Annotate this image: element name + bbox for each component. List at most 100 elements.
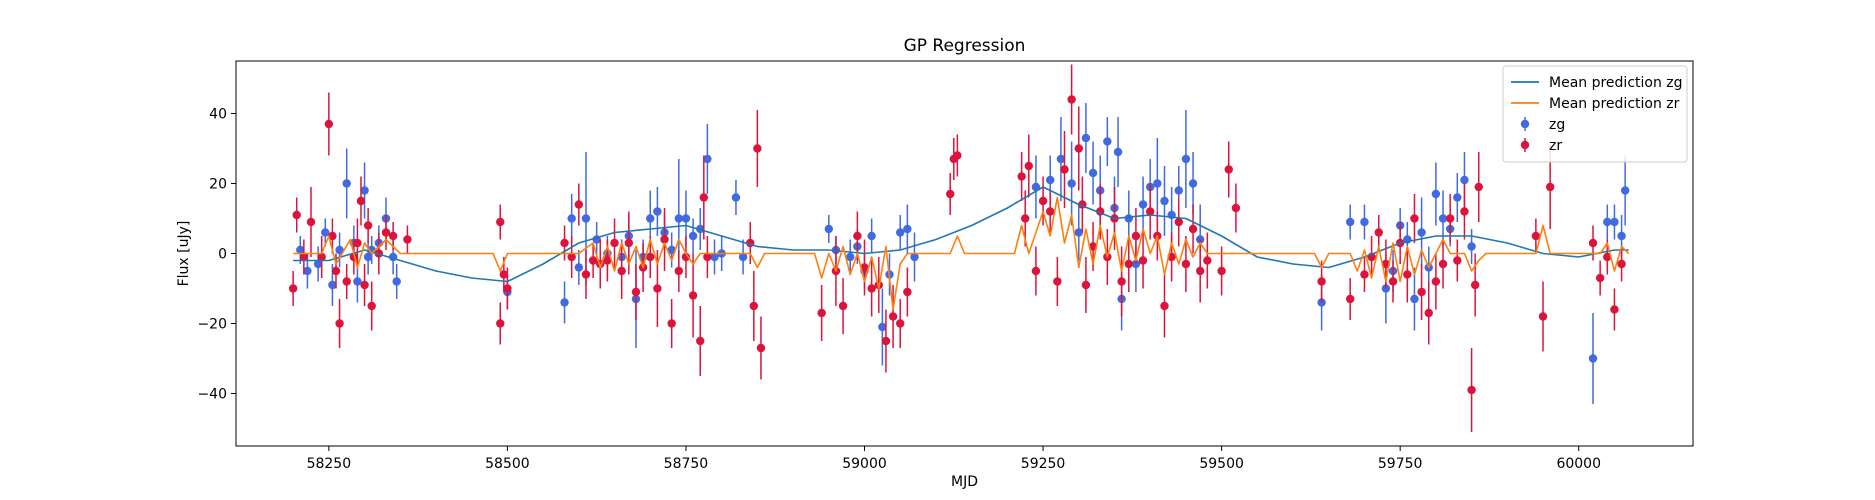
data-point: [1131, 231, 1141, 241]
y-tick-label: −40: [197, 387, 227, 403]
x-tick-label: 59250: [1021, 456, 1066, 472]
data-point: [503, 284, 512, 293]
data-point: [574, 200, 584, 209]
data-point: [1138, 200, 1148, 209]
data-point: [353, 277, 362, 286]
data-point: [403, 235, 412, 244]
data-point: [1445, 214, 1455, 223]
data-point: [1438, 214, 1448, 223]
data-point: [896, 228, 905, 237]
data-point: [903, 224, 912, 234]
data-point: [1603, 217, 1612, 227]
data-point: [335, 319, 344, 328]
data-point: [1460, 175, 1469, 185]
data-point: [356, 196, 366, 206]
data-point: [296, 245, 305, 255]
data-point: [321, 228, 330, 237]
data-point: [824, 224, 833, 234]
data-point: [363, 221, 373, 230]
data-point: [360, 186, 369, 195]
data-point: [1424, 308, 1433, 318]
data-point: [753, 144, 762, 153]
data-point: [353, 238, 362, 248]
data-point: [688, 231, 698, 241]
data-point: [1188, 224, 1198, 234]
data-point: [603, 256, 612, 265]
data-point: [560, 238, 569, 248]
data-point: [1610, 305, 1619, 314]
data-point: [324, 119, 334, 129]
y-axis-label: Flux [uJy]: [176, 221, 192, 287]
data-point: [703, 154, 712, 164]
data-point: [1453, 193, 1462, 202]
data-point: [567, 214, 576, 223]
data-point: [860, 263, 869, 272]
data-point: [1031, 266, 1041, 276]
data-point: [646, 214, 655, 223]
data-point: [1138, 256, 1148, 265]
data-point: [567, 252, 576, 262]
data-point: [1113, 147, 1123, 157]
data-point: [1474, 182, 1483, 192]
data-point: [1024, 161, 1033, 171]
data-point: [660, 235, 669, 244]
data-point: [1081, 133, 1091, 143]
legend-box: [1502, 65, 1688, 163]
data-point: [1403, 270, 1412, 279]
data-point: [1195, 266, 1205, 276]
data-point: [342, 179, 351, 188]
data-point: [731, 193, 741, 202]
data-point: [381, 228, 391, 237]
data-point: [946, 189, 955, 199]
data-point: [1460, 207, 1469, 216]
data-point: [1603, 252, 1612, 262]
x-axis: 58250 58500 58750 59000 59250 59500 59750 60000: [307, 446, 1601, 472]
data-point: [1345, 217, 1355, 227]
data-point: [1181, 154, 1191, 164]
data-point: [1531, 231, 1541, 241]
y-tick-label: 20: [209, 177, 227, 193]
data-point: [1088, 168, 1098, 178]
data-point: [588, 256, 598, 265]
data-point: [756, 343, 766, 353]
x-tick-label: 59000: [842, 456, 887, 472]
data-point: [1067, 95, 1076, 104]
data-point: [1038, 196, 1048, 206]
data-point: [1188, 179, 1198, 188]
data-point: [317, 252, 326, 262]
x-tick-label: 58250: [307, 456, 352, 472]
data-point: [392, 277, 401, 286]
data-point: [496, 319, 505, 328]
data-point: [1046, 207, 1055, 216]
data-point: [1103, 137, 1112, 146]
data-point: [867, 231, 876, 241]
data-point: [1224, 165, 1233, 174]
data-point: [1217, 266, 1226, 276]
data-point: [699, 193, 709, 202]
data-point: [313, 259, 323, 269]
data-point: [953, 151, 962, 160]
data-point: [1617, 259, 1626, 269]
data-point: [903, 287, 912, 297]
data-point: [667, 319, 676, 328]
data-point: [581, 214, 591, 223]
y-tick-label: −20: [197, 317, 227, 333]
data-point: [1410, 294, 1419, 304]
data-point: [878, 322, 887, 332]
data-point: [681, 252, 691, 262]
data-point: [710, 252, 719, 262]
data-point: [1174, 186, 1183, 195]
x-tick-label: 58750: [664, 456, 709, 472]
data-point: [1145, 207, 1155, 216]
data-point: [1074, 144, 1083, 153]
data-point: [1588, 354, 1598, 363]
chart-title: GP Regression: [904, 36, 1026, 56]
data-point: [1538, 312, 1548, 321]
data-point: [1231, 203, 1241, 213]
data-point: [674, 214, 684, 223]
data-point: [888, 312, 898, 321]
data-point: [1595, 273, 1605, 283]
data-point: [703, 252, 712, 262]
y-tick-label: 0: [218, 247, 227, 263]
